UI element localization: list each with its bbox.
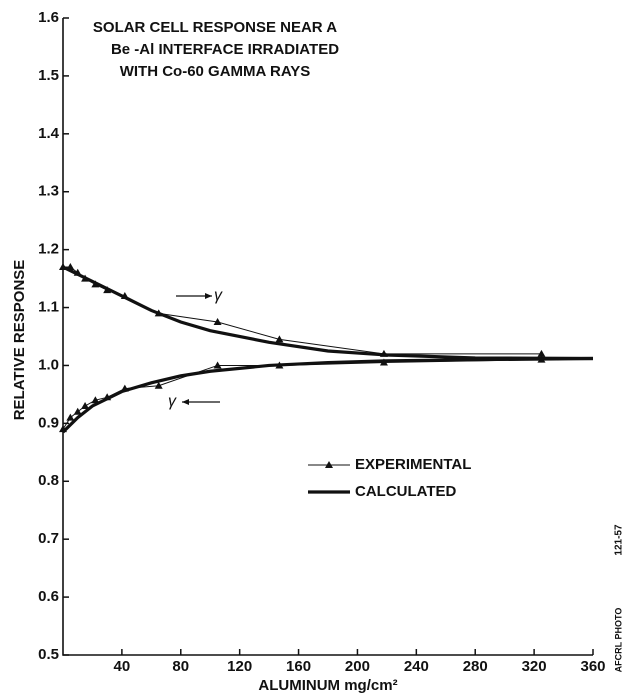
- x-tick-label: 280: [463, 658, 488, 675]
- marker: [91, 396, 100, 404]
- x-tick-label: 200: [345, 658, 370, 675]
- marker: [73, 407, 82, 415]
- annotation: γ: [168, 393, 177, 410]
- y-tick-label: 1.6: [38, 9, 59, 26]
- chart-title: Be -Al INTERFACE IRRADIATED: [111, 41, 339, 58]
- y-tick-label: 1.1: [38, 299, 59, 316]
- calculated-line: [61, 356, 594, 434]
- x-tick-label: 80: [172, 658, 189, 675]
- marker: [81, 401, 90, 409]
- y-tick-label: 0.6: [38, 588, 59, 605]
- y-tick-label: 0.8: [38, 472, 59, 489]
- y-tick-label: 0.5: [38, 646, 59, 663]
- x-tick-label: 240: [404, 658, 429, 675]
- x-tick-label: 320: [522, 658, 547, 675]
- marker: [537, 349, 546, 357]
- legend-label: CALCULATED: [355, 483, 457, 500]
- arrow-head: [205, 293, 212, 299]
- legend-label: EXPERIMENTAL: [355, 456, 471, 473]
- y-axis-label: RELATIVE RESPONSE: [11, 260, 28, 421]
- annotation: γ: [214, 287, 223, 304]
- marker: [213, 361, 222, 369]
- y-tick-label: 1.4: [38, 125, 60, 142]
- chart-title: SOLAR CELL RESPONSE NEAR A: [93, 19, 337, 36]
- marker: [66, 413, 75, 421]
- y-tick-label: 1.3: [38, 183, 59, 200]
- y-tick-label: 0.7: [38, 530, 59, 547]
- marker: [275, 335, 284, 343]
- y-tick-label: 1.0: [38, 356, 59, 373]
- side-label: AFCRL PHOTO: [613, 608, 623, 673]
- experimental-line: [62, 359, 542, 430]
- experimental-line: [63, 266, 542, 355]
- axes: [62, 18, 593, 656]
- y-tick-label: 0.9: [38, 414, 59, 431]
- side-label: 121-57: [614, 524, 625, 556]
- x-axis-label: ALUMINUM mg/cm²: [258, 677, 397, 694]
- arrow-head: [182, 399, 189, 405]
- calculated-line: [62, 265, 594, 361]
- y-tick-label: 1.5: [38, 67, 59, 84]
- marker: [154, 381, 163, 389]
- legend-marker: [325, 461, 333, 468]
- x-tick-label: 160: [286, 658, 311, 675]
- marker: [213, 318, 222, 326]
- x-tick-label: 120: [227, 658, 252, 675]
- x-tick-label: 360: [580, 658, 605, 675]
- chart-title: WITH Co-60 GAMMA RAYS: [120, 63, 311, 80]
- x-tick-label: 40: [114, 658, 131, 675]
- y-tick-label: 1.2: [38, 241, 59, 258]
